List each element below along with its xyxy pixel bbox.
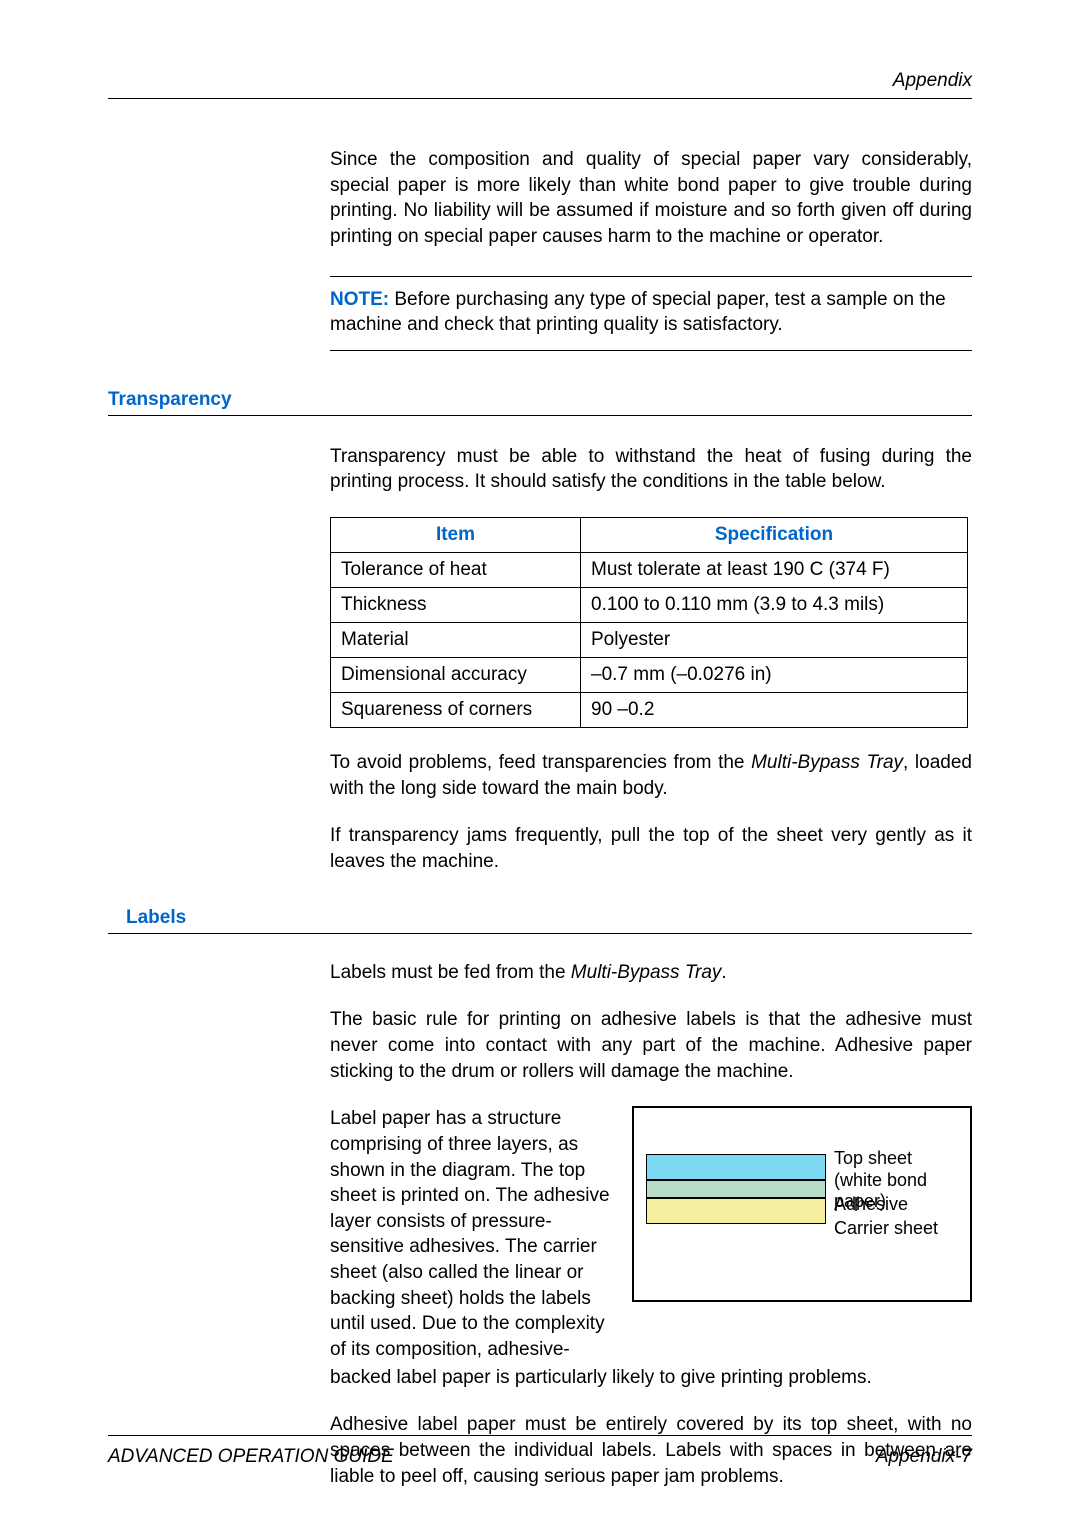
cell: 90 –0.2 xyxy=(581,693,968,728)
transparency-rule xyxy=(108,415,972,416)
t-after1-i: Multi-Bypass Tray xyxy=(751,752,903,773)
labels-p3-cont: backed label paper is particularly likel… xyxy=(330,1365,972,1391)
layer-top xyxy=(646,1154,826,1180)
labels-diagram: Top sheet (white bond paper) Adhesive Ca… xyxy=(632,1106,972,1302)
table-row: Squareness of corners90 –0.2 xyxy=(331,693,968,728)
intro-paragraph: Since the composition and quality of spe… xyxy=(330,147,972,250)
cell: Material xyxy=(331,623,581,658)
cell: –0.7 mm (–0.0276 in) xyxy=(581,658,968,693)
note-text: Before purchasing any type of special pa… xyxy=(330,289,946,336)
transparency-title: Transparency xyxy=(108,389,972,411)
table-row: MaterialPolyester xyxy=(331,623,968,658)
transparency-heading: Transparency xyxy=(108,389,972,416)
note-label: NOTE: xyxy=(330,289,389,310)
layer-mid xyxy=(646,1180,826,1198)
transparency-after2: If transparency jams frequently, pull th… xyxy=(330,823,972,874)
header-rule xyxy=(108,98,972,99)
labels-title: Labels xyxy=(126,907,972,929)
table-row: Thickness0.100 to 0.110 mm (3.9 to 4.3 m… xyxy=(331,588,968,623)
th-item: Item xyxy=(331,518,581,553)
cell: Tolerance of heat xyxy=(331,553,581,588)
layer-bot xyxy=(646,1198,826,1224)
footer-rule xyxy=(108,1435,972,1436)
labels-rule xyxy=(108,933,972,934)
labels-heading: Labels xyxy=(126,907,972,934)
footer-left: ADVANCED OPERATION GUIDE xyxy=(108,1446,394,1468)
table-row: Dimensional accuracy–0.7 mm (–0.0276 in) xyxy=(331,658,968,693)
table-header-row: Item Specification xyxy=(331,518,968,553)
label-mid: Adhesive xyxy=(834,1194,908,1216)
table-row: Tolerance of heatMust tolerate at least … xyxy=(331,553,968,588)
note-block: NOTE: Before purchasing any type of spec… xyxy=(330,276,972,351)
cell: Dimensional accuracy xyxy=(331,658,581,693)
header-section: Appendix xyxy=(108,70,972,92)
transparency-para: Transparency must be able to withstand t… xyxy=(330,444,972,495)
cell: 0.100 to 0.110 mm (3.9 to 4.3 mils) xyxy=(581,588,968,623)
cell: Polyester xyxy=(581,623,968,658)
th-spec: Specification xyxy=(581,518,968,553)
label-bot: Carrier sheet xyxy=(834,1218,938,1240)
labels-p3: Label paper has a structure comprising o… xyxy=(330,1106,616,1362)
cell: Must tolerate at least 190 C (374 F) xyxy=(581,553,968,588)
cell: Thickness xyxy=(331,588,581,623)
labels-p1-b: . xyxy=(721,962,726,983)
page-footer: ADVANCED OPERATION GUIDE Appendix-7 xyxy=(108,1435,972,1468)
cell: Squareness of corners xyxy=(331,693,581,728)
transparency-after1: To avoid problems, feed transparencies f… xyxy=(330,750,972,801)
labels-p2: The basic rule for printing on adhesive … xyxy=(330,1007,972,1084)
footer-right: Appendix-7 xyxy=(876,1446,972,1468)
t-after1-a: To avoid problems, feed transparencies f… xyxy=(330,752,751,773)
labels-row: Label paper has a structure comprising o… xyxy=(330,1106,972,1362)
labels-p1-a: Labels must be fed from the xyxy=(330,962,571,983)
labels-p1-i: Multi-Bypass Tray xyxy=(571,962,722,983)
transparency-table: Item Specification Tolerance of heatMust… xyxy=(330,517,968,728)
page-header: Appendix xyxy=(108,70,972,99)
labels-p1: Labels must be fed from the Multi-Bypass… xyxy=(330,960,972,986)
